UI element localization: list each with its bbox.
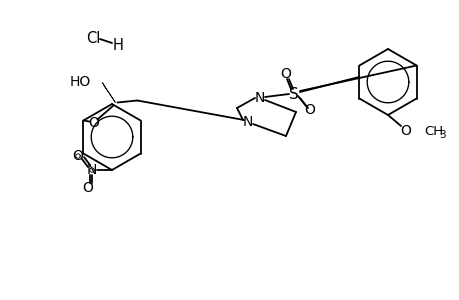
Text: O: O bbox=[280, 67, 291, 81]
Text: O: O bbox=[304, 103, 315, 117]
Text: O: O bbox=[82, 181, 93, 195]
Text: 3: 3 bbox=[438, 130, 445, 140]
Text: S: S bbox=[289, 86, 298, 101]
Text: N: N bbox=[242, 115, 252, 129]
Text: O: O bbox=[73, 149, 83, 163]
Text: N: N bbox=[254, 91, 264, 105]
Text: HO: HO bbox=[69, 74, 90, 88]
Polygon shape bbox=[102, 82, 115, 103]
Text: O: O bbox=[400, 124, 410, 138]
Text: O: O bbox=[88, 116, 99, 130]
Text: Cl: Cl bbox=[86, 31, 100, 46]
Text: CH: CH bbox=[423, 124, 442, 137]
Text: N: N bbox=[87, 163, 97, 177]
Text: H: H bbox=[112, 38, 123, 52]
